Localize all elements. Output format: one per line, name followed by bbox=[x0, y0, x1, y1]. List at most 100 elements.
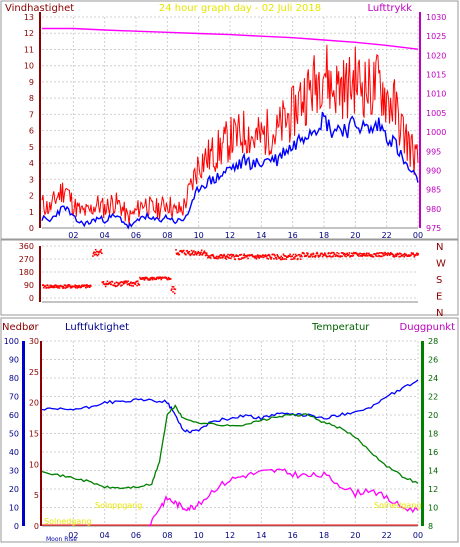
wind-direction-point bbox=[309, 255, 312, 258]
y-left-tick-label: 9 bbox=[29, 78, 34, 87]
humidity-tick-label: 40 bbox=[9, 448, 19, 457]
wind-direction-point bbox=[122, 283, 125, 285]
wind-direction-point bbox=[332, 255, 334, 257]
wind-direction-point bbox=[258, 257, 261, 259]
humidity-tick-label: 100 bbox=[4, 337, 19, 346]
pressure-line bbox=[42, 27, 419, 50]
wind-direction-point bbox=[201, 254, 204, 256]
wind-direction-point bbox=[223, 255, 226, 257]
wind-direction-point bbox=[359, 252, 361, 255]
wind-direction-point bbox=[175, 249, 177, 251]
wind-direction-point bbox=[157, 276, 159, 279]
wind-direction-point bbox=[166, 277, 168, 280]
x-tick-label: 14 bbox=[256, 231, 266, 240]
wind-direction-point bbox=[175, 252, 178, 255]
wind-direction-point bbox=[348, 253, 350, 256]
wind-direction-point bbox=[133, 281, 135, 284]
wind-direction-point bbox=[343, 253, 345, 256]
y-left-tick-label: 0 bbox=[29, 224, 34, 233]
dir-y-tick-label: 90 bbox=[24, 281, 34, 290]
wind-direction-point bbox=[329, 252, 332, 255]
wind-direction-point bbox=[334, 253, 336, 256]
wind-direction-point bbox=[361, 255, 364, 257]
wind-direction-point bbox=[208, 256, 211, 259]
wind-direction-point bbox=[269, 255, 271, 258]
wind-direction-point bbox=[191, 252, 193, 255]
x-tick-label: 04 bbox=[100, 231, 110, 240]
wind-direction-point bbox=[343, 252, 346, 255]
wind-direction-point bbox=[306, 254, 309, 256]
wind-direction-point bbox=[174, 288, 177, 291]
wind-direction-point bbox=[111, 281, 114, 283]
wind-direction-point bbox=[76, 285, 78, 287]
wind-direction-point bbox=[113, 284, 115, 287]
wind-direction-point bbox=[319, 254, 322, 256]
wind-direction-point bbox=[396, 252, 399, 255]
wind-direction-point bbox=[126, 281, 128, 284]
wind-direction-point bbox=[68, 284, 71, 286]
wind-direction-point bbox=[384, 251, 386, 254]
wind-direction-point bbox=[80, 286, 83, 289]
bottom-x-tick-label: 14 bbox=[256, 531, 266, 540]
wind-direction-point bbox=[244, 256, 246, 259]
wind-direction-point bbox=[391, 253, 394, 256]
dir-compass-label: N bbox=[436, 242, 443, 253]
wind-direction-point bbox=[346, 252, 348, 255]
wind-direction-point bbox=[289, 253, 291, 256]
wind-direction-point bbox=[333, 251, 335, 254]
wind-direction-point bbox=[74, 286, 77, 289]
wind-direction-point bbox=[95, 253, 98, 256]
wind-direction-point bbox=[279, 258, 282, 261]
wind-direction-point bbox=[282, 258, 284, 260]
x-tick-label: 00 bbox=[413, 231, 423, 240]
wind-direction-point bbox=[221, 254, 223, 257]
wind-direction-point bbox=[149, 277, 151, 280]
wind-direction-point bbox=[94, 251, 96, 254]
wind-direction-point bbox=[172, 291, 174, 293]
wind-direction-point bbox=[69, 287, 72, 289]
wind-direction-point bbox=[382, 254, 385, 257]
humidity-label: Luftfuktighet bbox=[65, 322, 129, 333]
wind-direction-point bbox=[401, 255, 404, 257]
wind-direction-point bbox=[94, 248, 97, 251]
wind-direction-point bbox=[197, 252, 199, 254]
wind-direction-point bbox=[331, 251, 333, 254]
wind-direction-point bbox=[394, 255, 397, 257]
wind-direction-point bbox=[204, 254, 207, 257]
wind-direction-point bbox=[290, 258, 292, 261]
wind-direction-point bbox=[240, 258, 242, 260]
wind-direction-point bbox=[275, 256, 277, 259]
moon-rise-label: Moon Rise bbox=[46, 536, 77, 543]
wind-direction-point bbox=[266, 254, 269, 257]
wind-direction-point bbox=[264, 255, 266, 257]
wind-direction-point bbox=[298, 254, 301, 256]
x-tick-label: 22 bbox=[382, 231, 392, 240]
wind-direction-point bbox=[190, 249, 193, 252]
dir-compass-label: N bbox=[436, 308, 443, 319]
dir-compass-label: W bbox=[436, 259, 446, 270]
wind-direction-point bbox=[186, 249, 188, 252]
wind-direction-point bbox=[297, 257, 299, 260]
wind-direction-point bbox=[58, 285, 60, 288]
wind-direction-point bbox=[126, 283, 129, 286]
temperature-line bbox=[41, 404, 419, 490]
rain-tick-label: 30 bbox=[29, 337, 39, 346]
wind-direction-point bbox=[296, 255, 298, 257]
wind-direction-point bbox=[70, 285, 73, 288]
wind-direction-point bbox=[360, 255, 362, 257]
wind-direction-point bbox=[268, 254, 271, 256]
wind-direction-point bbox=[197, 250, 200, 253]
wind-direction-point bbox=[96, 250, 98, 253]
wind-direction-point bbox=[237, 255, 239, 257]
wind-direction-point bbox=[85, 285, 88, 287]
wind-direction-point bbox=[388, 254, 391, 256]
wind-direction-point bbox=[362, 254, 364, 256]
dir-y-tick-label: 360 bbox=[19, 242, 34, 251]
wind-direction-point bbox=[212, 255, 215, 257]
wind-direction-point bbox=[150, 277, 153, 280]
y-left-tick-label: 1 bbox=[29, 208, 34, 217]
wind-direction-point bbox=[263, 256, 265, 259]
wind-direction-point bbox=[57, 287, 59, 289]
